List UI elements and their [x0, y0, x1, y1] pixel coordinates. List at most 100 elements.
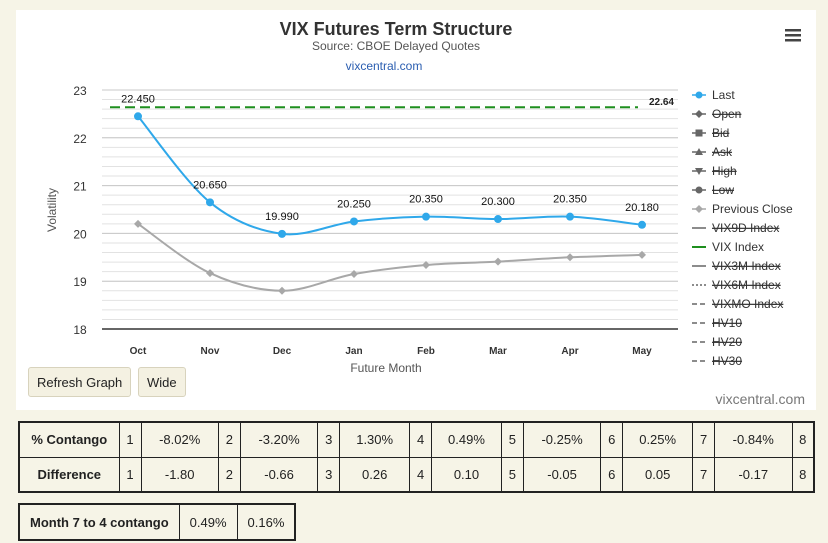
- legend-item[interactable]: VIX3M Index: [692, 259, 781, 273]
- table-row: Difference 1 -1.80 2 -0.66 3 0.26 4 0.10 5 -0.05 6 0…: [18, 456, 815, 493]
- month-index-cell: 1: [118, 421, 142, 458]
- last-point: [206, 198, 214, 207]
- legend-item[interactable]: Bid: [692, 126, 729, 140]
- month-index-cell: 6: [600, 421, 624, 458]
- data-label: 20.250: [337, 198, 371, 210]
- last-point: [638, 220, 646, 229]
- month-index-cell: 6: [600, 456, 624, 493]
- x-tick-label: Nov: [201, 346, 220, 357]
- legend-item[interactable]: Previous Close: [692, 202, 793, 216]
- value-cell: 1.30%: [339, 421, 411, 458]
- chart-credit[interactable]: vixcentral.com: [716, 391, 805, 407]
- table-row: Month 7 to 4 contango 0.49% 0.16%: [18, 503, 296, 541]
- data-label: 19.990: [265, 211, 299, 223]
- value-cell: -0.84%: [714, 421, 793, 458]
- month-index-cell: 3: [317, 421, 341, 458]
- legend-item[interactable]: VIX6M Index: [692, 278, 781, 292]
- legend-label: Ask: [712, 145, 733, 159]
- month-index-cell: 7: [692, 421, 716, 458]
- refresh-graph-button[interactable]: Refresh Graph: [28, 367, 132, 397]
- y-tick-label: 20: [73, 227, 87, 241]
- legend-label: Open: [712, 107, 741, 121]
- last-point: [134, 112, 142, 121]
- vix-term-structure-chart: VIX Futures Term Structure Source: CBOE …: [45, 19, 805, 407]
- legend-label: VIXMO Index: [712, 297, 783, 311]
- y-tick-label: 22: [73, 132, 87, 146]
- menu-icon[interactable]: [785, 29, 801, 42]
- legend-item[interactable]: High: [692, 164, 737, 178]
- value-cell: -0.05: [522, 456, 602, 493]
- data-label: 20.300: [481, 196, 515, 208]
- data-label: 20.180: [625, 202, 659, 214]
- legend-item[interactable]: Low: [692, 183, 734, 197]
- legend-label: Bid: [712, 126, 729, 140]
- legend-label: VIX Index: [712, 240, 764, 254]
- month-index-cell: 4: [409, 421, 433, 458]
- legend-label: High: [712, 164, 737, 178]
- x-tick-label: Apr: [561, 346, 578, 357]
- legend-item[interactable]: VIXMO Index: [692, 297, 783, 311]
- last-point: [494, 215, 502, 224]
- legend-item[interactable]: VIX Index: [692, 240, 764, 254]
- previous-close-point: [134, 219, 142, 228]
- month-7-to-4-table: Month 7 to 4 contango 0.49% 0.16%: [18, 503, 297, 541]
- source-link[interactable]: vixcentral.com: [346, 59, 423, 73]
- value-cell: -0.25%: [522, 421, 602, 458]
- y-axis-title: Volatility: [45, 188, 59, 232]
- previous-close-point: [566, 253, 574, 262]
- month-index-cell: 7: [692, 456, 716, 493]
- legend-item[interactable]: Ask: [692, 145, 733, 159]
- previous-close-point: [206, 269, 214, 278]
- value-cell: -8.02%: [140, 421, 219, 458]
- data-label: 20.350: [409, 194, 443, 206]
- legend-item[interactable]: Last: [692, 88, 735, 102]
- legend-item[interactable]: HV20: [692, 335, 742, 349]
- month-index-cell: 5: [500, 456, 524, 493]
- month-index-cell: 4: [409, 456, 433, 493]
- legend-label: HV30: [712, 354, 742, 368]
- month-index-cell: 3: [317, 456, 341, 493]
- legend-item[interactable]: Open: [692, 107, 741, 121]
- wide-button[interactable]: Wide: [138, 367, 186, 397]
- last-point: [566, 212, 574, 221]
- legend-label: Last: [712, 88, 735, 102]
- x-tick-label: Oct: [130, 346, 147, 357]
- previous-close-point: [494, 257, 502, 266]
- chart-title: VIX Futures Term Structure: [280, 19, 513, 39]
- x-tick-label: Dec: [273, 346, 292, 357]
- value-cell: 0.25%: [622, 421, 694, 458]
- month-index-cell: 8: [791, 421, 815, 458]
- last-point: [422, 212, 430, 221]
- legend-label: Low: [712, 183, 734, 197]
- contango-table: % Contango 1 -8.02% 2 -3.20% 3 1.30% 4 0.49% 5 -0.…: [18, 421, 815, 493]
- legend-item[interactable]: VIX9D Index: [692, 221, 779, 235]
- x-tick-label: Mar: [489, 346, 507, 357]
- row-label: % Contango: [18, 421, 120, 458]
- month-index-cell: 8: [791, 456, 815, 493]
- value-cell: -3.20%: [239, 421, 319, 458]
- legend-label: VIX3M Index: [712, 259, 781, 273]
- month-index-cell: 2: [217, 421, 241, 458]
- month-index-cell: 2: [217, 456, 241, 493]
- y-tick-label: 19: [73, 275, 87, 289]
- legend-label: VIX9D Index: [712, 221, 779, 235]
- x-tick-label: Jan: [345, 346, 362, 357]
- table-row: % Contango 1 -8.02% 2 -3.20% 3 1.30% 4 0.49% 5 -0.…: [18, 421, 815, 458]
- month-index-cell: 1: [118, 456, 142, 493]
- chart-panel: VIX Futures Term Structure Source: CBOE …: [16, 10, 816, 410]
- x-tick-label: Feb: [417, 346, 435, 357]
- last-point: [278, 229, 286, 238]
- previous-close-point: [278, 286, 286, 295]
- legend-item[interactable]: HV10: [692, 316, 742, 330]
- legend-label: VIX6M Index: [712, 278, 781, 292]
- legend-item[interactable]: HV30: [692, 354, 742, 368]
- legend-marker: [695, 205, 703, 213]
- x-axis-title: Future Month: [350, 361, 421, 375]
- last-point: [350, 217, 358, 226]
- x-tick-label: May: [632, 346, 652, 357]
- legend-marker: [695, 129, 703, 137]
- previous-close-point: [422, 260, 430, 269]
- month-7-to-4-label: Month 7 to 4 contango: [18, 503, 180, 541]
- value-cell: 0.05: [622, 456, 694, 493]
- month-index-cell: 5: [500, 421, 524, 458]
